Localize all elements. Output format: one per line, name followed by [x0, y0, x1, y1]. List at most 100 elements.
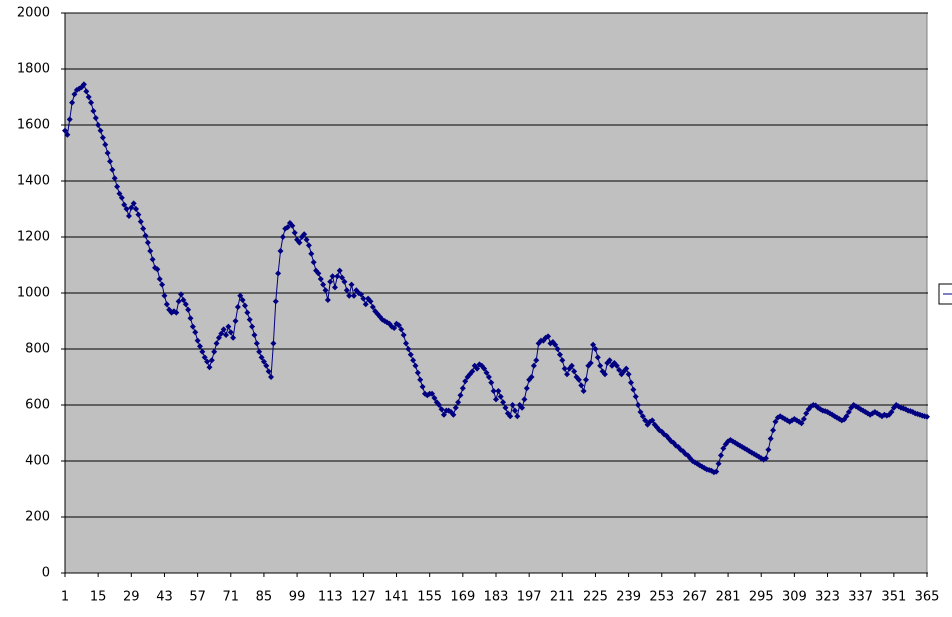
x-tick-label: 211: [550, 590, 575, 605]
marker: [156, 276, 163, 282]
y-tick-label: 800: [25, 342, 50, 357]
marker: [350, 292, 357, 299]
marker: [133, 206, 140, 212]
x-tick-label: 225: [583, 590, 608, 605]
marker: [279, 234, 286, 240]
marker: [625, 371, 632, 378]
marker: [403, 340, 410, 347]
marker: [400, 332, 407, 338]
marker: [578, 382, 585, 389]
marker: [275, 270, 282, 277]
marker: [256, 348, 263, 355]
marker: [239, 297, 246, 303]
marker: [497, 393, 504, 400]
marker: [173, 309, 180, 316]
marker: [803, 410, 810, 417]
y-tick-label: 0: [42, 566, 50, 581]
marker: [556, 351, 563, 358]
marker: [215, 334, 222, 341]
marker: [192, 329, 199, 336]
marker: [559, 357, 566, 364]
marker: [798, 420, 805, 427]
y-tick-label: 2000: [17, 6, 50, 21]
marker: [630, 386, 637, 393]
marker: [137, 218, 144, 225]
marker: [616, 367, 623, 373]
marker: [320, 281, 327, 288]
marker: [635, 402, 642, 408]
marker: [159, 281, 166, 288]
marker: [97, 127, 104, 134]
marker: [118, 194, 125, 201]
marker: [277, 248, 284, 254]
marker: [800, 416, 807, 422]
x-tick-label: 281: [716, 590, 741, 605]
x-tick-label: 365: [915, 590, 940, 605]
marker: [545, 333, 552, 340]
marker: [575, 376, 582, 383]
marker: [310, 259, 317, 266]
marker: [500, 399, 507, 406]
marker: [218, 330, 225, 337]
marker: [843, 413, 850, 420]
marker: [587, 360, 594, 366]
marker: [301, 231, 308, 238]
x-tick-label: 309: [782, 590, 807, 605]
marker: [720, 445, 727, 452]
marker: [102, 141, 109, 148]
marker: [488, 379, 495, 386]
marker: [114, 183, 121, 190]
marker: [346, 292, 353, 299]
marker: [341, 278, 348, 285]
marker: [715, 460, 722, 467]
marker: [623, 365, 630, 372]
marker: [455, 399, 462, 406]
marker: [111, 175, 118, 182]
x-tick-label: 253: [649, 590, 674, 605]
x-tick-label: 113: [318, 590, 343, 605]
marker: [135, 211, 142, 218]
marker: [412, 362, 419, 369]
marker: [523, 385, 530, 392]
marker: [343, 287, 350, 294]
marker: [62, 127, 68, 134]
marker: [206, 364, 213, 371]
marker: [263, 362, 270, 369]
marker: [95, 122, 102, 128]
marker: [296, 239, 303, 246]
marker: [410, 357, 417, 364]
marker: [360, 295, 367, 302]
marker: [469, 368, 476, 375]
marker: [457, 392, 464, 399]
marker: [627, 379, 634, 386]
marker: [187, 315, 194, 322]
marker: [713, 468, 720, 475]
marker: [99, 134, 106, 141]
marker: [116, 190, 123, 197]
marker: [149, 256, 156, 263]
marker: [322, 287, 329, 294]
marker: [123, 206, 130, 212]
marker: [339, 274, 346, 281]
marker: [592, 346, 599, 352]
y-tick-label: 1400: [17, 174, 50, 189]
marker: [419, 383, 426, 390]
marker: [180, 297, 187, 303]
marker: [246, 316, 253, 323]
marker: [888, 409, 895, 415]
marker: [568, 362, 575, 369]
marker: [440, 411, 447, 418]
marker: [128, 204, 135, 211]
x-tick-label: 155: [417, 590, 442, 605]
marker: [303, 236, 310, 243]
marker: [265, 368, 272, 375]
x-tick-label: 141: [384, 590, 409, 605]
marker: [258, 354, 265, 361]
marker: [490, 388, 497, 394]
marker: [201, 354, 208, 361]
marker: [429, 390, 436, 397]
marker: [431, 395, 438, 401]
marker: [530, 362, 537, 369]
marker: [85, 94, 92, 100]
